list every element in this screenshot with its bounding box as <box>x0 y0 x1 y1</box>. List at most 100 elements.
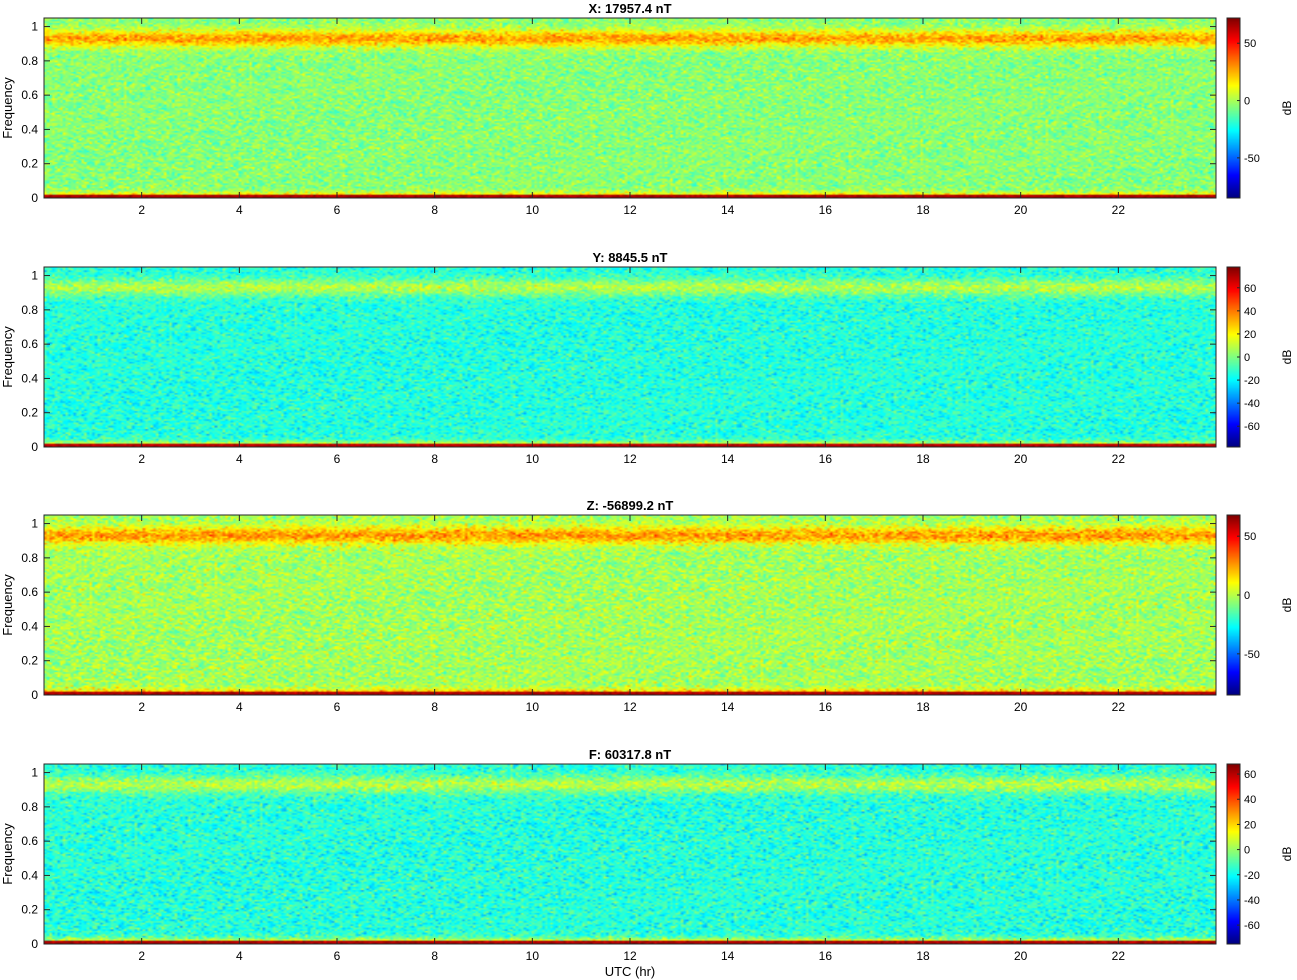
colorbar-tick-label: 0 <box>1244 590 1250 602</box>
y-tick-label: 0.4 <box>21 122 38 136</box>
y-tick-label: 0 <box>31 191 38 205</box>
subplot-title: Y: 8845.5 nT <box>593 250 668 265</box>
colorbar <box>1227 764 1240 944</box>
subplot-2: 00.20.40.60.812 4 6 8 10 12 14 16 18 20 22Y: 8845.… <box>0 250 1294 466</box>
x-tick-label: 20 <box>1014 700 1028 714</box>
x-tick-label: 2 <box>138 203 145 217</box>
colorbar-tick-label: 0 <box>1244 96 1250 108</box>
colorbar-tick-label: -20 <box>1244 870 1260 882</box>
spectrogram-image <box>44 267 1216 447</box>
colorbar-frame <box>1226 763 1241 945</box>
x-tick-label: 12 <box>623 949 637 963</box>
x-tick-label: 14 <box>721 452 735 466</box>
x-tick-label: 18 <box>916 203 930 217</box>
colorbar-tick-label: -50 <box>1244 153 1260 165</box>
y-tick-label: 0.2 <box>21 654 38 668</box>
y-tick-label: 0.6 <box>21 834 38 848</box>
colorbar-tick-label: 40 <box>1244 794 1256 806</box>
colorbar-tick-label: 0 <box>1244 352 1250 364</box>
x-tick-label: 4 <box>236 452 243 466</box>
x-tick-label: 18 <box>916 700 930 714</box>
x-tick-label: 2 <box>138 949 145 963</box>
y-tick-label: 1 <box>31 766 38 780</box>
colorbar <box>1227 267 1240 447</box>
y-tick-label: 0 <box>31 937 38 951</box>
x-tick-label: 6 <box>334 949 341 963</box>
spectrogram-image <box>44 764 1216 944</box>
x-tick-label: 10 <box>526 203 540 217</box>
colorbar-tick-label: -60 <box>1244 920 1260 932</box>
colorbar-label: dB <box>1280 598 1294 613</box>
x-tick-label: 14 <box>721 700 735 714</box>
x-tick-label: 4 <box>236 203 243 217</box>
x-tick-label: 16 <box>819 700 833 714</box>
subplot-3: 00.20.40.60.812 4 6 8 10 12 14 16 18 20 22Z: -5689… <box>0 498 1294 714</box>
colorbar-label: dB <box>1280 847 1294 862</box>
x-tick-label: 6 <box>334 203 341 217</box>
y-axis-label: Frequency <box>0 77 15 139</box>
x-tick-label: 2 <box>138 700 145 714</box>
y-tick-label: 0.2 <box>21 157 38 171</box>
x-tick-label: 10 <box>526 452 540 466</box>
colorbar-tick-label: 0 <box>1244 845 1250 857</box>
colorbar <box>1227 18 1240 198</box>
y-tick-label: 0.6 <box>21 337 38 351</box>
y-tick-label: 0.8 <box>21 54 38 68</box>
colorbar-tick-label: 60 <box>1244 283 1256 295</box>
y-tick-label: 0.8 <box>21 551 38 565</box>
subplot-4: 00.20.40.60.812 4 6 8 10 12 14 16 18 20 22F: 60317… <box>0 747 1294 963</box>
x-tick-label: 10 <box>526 700 540 714</box>
x-tick-label: 14 <box>721 203 735 217</box>
x-tick-label: 12 <box>623 700 637 714</box>
y-axis-label: Frequency <box>0 823 15 885</box>
x-tick-label: 22 <box>1112 700 1126 714</box>
x-tick-label: 22 <box>1112 452 1126 466</box>
colorbar-tick-label: 60 <box>1244 769 1256 781</box>
y-tick-label: 0.2 <box>21 406 38 420</box>
y-axis-label: Frequency <box>0 574 15 636</box>
y-tick-label: 0.4 <box>21 371 38 385</box>
y-tick-label: 1 <box>31 20 38 34</box>
y-tick-label: 0.2 <box>21 903 38 917</box>
x-tick-label: 8 <box>431 203 438 217</box>
y-axis-label: Frequency <box>0 326 15 388</box>
x-tick-label: 18 <box>916 452 930 466</box>
y-tick-label: 0.4 <box>21 619 38 633</box>
y-tick-label: 0 <box>31 440 38 454</box>
y-tick-label: 0.4 <box>21 868 38 882</box>
colorbar-tick-label: -60 <box>1244 421 1260 433</box>
x-tick-label: 4 <box>236 700 243 714</box>
colorbar-tick-label: 20 <box>1244 329 1256 341</box>
x-tick-label: 6 <box>334 452 341 466</box>
colorbar-tick-label: -40 <box>1244 895 1260 907</box>
colorbar-tick-label: 50 <box>1244 38 1256 50</box>
subplot-title: Z: -56899.2 nT <box>587 498 674 513</box>
x-tick-label: 22 <box>1112 203 1126 217</box>
y-tick-label: 0 <box>31 688 38 702</box>
colorbar-tick-label: 40 <box>1244 306 1256 318</box>
x-tick-label: 8 <box>431 949 438 963</box>
y-tick-label: 1 <box>31 269 38 283</box>
x-tick-label: 8 <box>431 700 438 714</box>
subplot-title: X: 17957.4 nT <box>588 1 671 16</box>
colorbar-tick-label: -50 <box>1244 649 1260 661</box>
y-tick-label: 1 <box>31 517 38 531</box>
x-tick-label: 20 <box>1014 949 1028 963</box>
x-tick-label: 10 <box>526 949 540 963</box>
colorbar-frame <box>1226 514 1241 696</box>
colorbar-frame <box>1226 17 1241 199</box>
y-tick-label: 0.6 <box>21 585 38 599</box>
colorbar-tick-label: 50 <box>1244 531 1256 543</box>
y-tick-label: 0.8 <box>21 800 38 814</box>
x-tick-label: 22 <box>1112 949 1126 963</box>
colorbar-label: dB <box>1280 101 1294 116</box>
x-tick-label: 12 <box>623 452 637 466</box>
x-tick-label: 6 <box>334 700 341 714</box>
colorbar-tick-label: -20 <box>1244 375 1260 387</box>
x-tick-label: 20 <box>1014 452 1028 466</box>
spectrogram-image <box>44 515 1216 695</box>
x-tick-label: 18 <box>916 949 930 963</box>
x-tick-label: 20 <box>1014 203 1028 217</box>
spectrogram-image <box>44 18 1216 198</box>
